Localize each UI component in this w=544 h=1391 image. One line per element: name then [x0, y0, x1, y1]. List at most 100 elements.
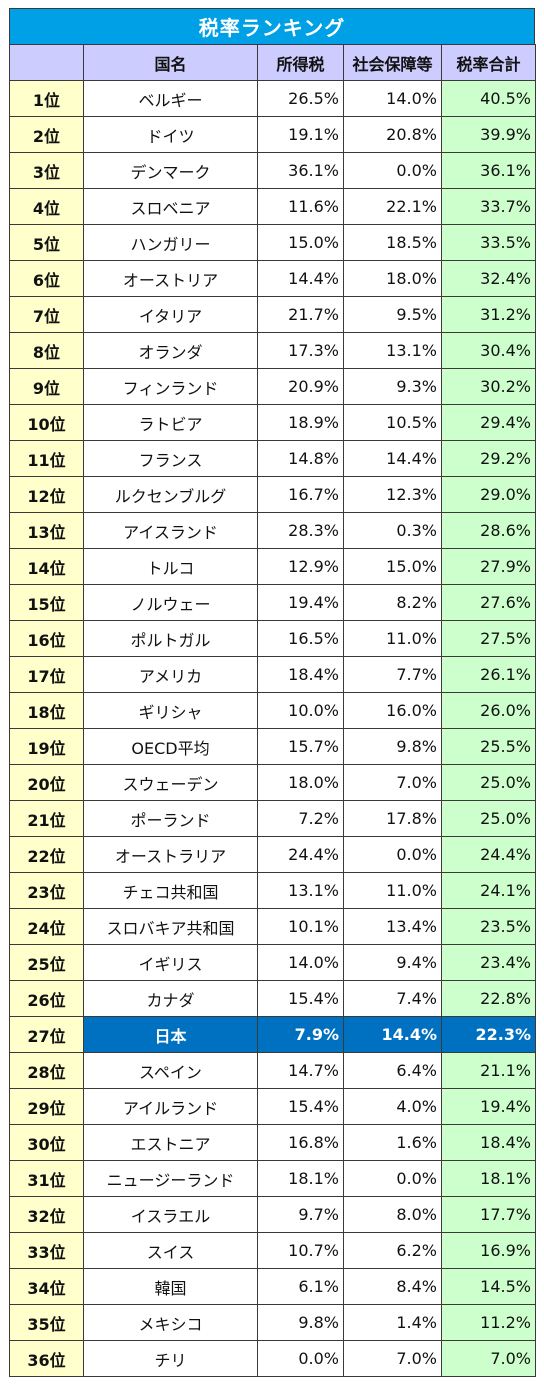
rank-cell: 13位	[9, 512, 84, 549]
total-cell: 27.6%	[441, 584, 536, 621]
rank-cell: 28位	[9, 1052, 84, 1089]
table-row: 21位 ポーランド 7.2% 17.8% 25.0%	[9, 800, 536, 837]
table-row: 31位 ニュージーランド 18.1% 0.0% 18.1%	[9, 1160, 536, 1197]
social-security-cell: 6.4%	[343, 1052, 442, 1089]
country-cell: 日本	[83, 1016, 258, 1053]
country-cell: オーストラリア	[83, 836, 258, 873]
rank-cell: 8位	[9, 332, 84, 369]
country-cell: フィンランド	[83, 368, 258, 405]
income-tax-cell: 20.9%	[257, 368, 344, 405]
income-tax-cell: 18.4%	[257, 656, 344, 693]
total-cell: 28.6%	[441, 512, 536, 549]
country-cell: ノルウェー	[83, 584, 258, 621]
rank-cell: 25位	[9, 944, 84, 981]
country-cell: アイスランド	[83, 512, 258, 549]
table-row: 16位 ポルトガル 16.5% 11.0% 27.5%	[9, 620, 536, 657]
table-row: 32位 イスラエル 9.7% 8.0% 17.7%	[9, 1196, 536, 1233]
social-security-cell: 12.3%	[343, 476, 442, 513]
social-security-cell: 18.5%	[343, 224, 442, 261]
total-cell: 22.8%	[441, 980, 536, 1017]
total-cell: 18.4%	[441, 1124, 536, 1161]
income-tax-cell: 13.1%	[257, 872, 344, 909]
total-cell: 17.7%	[441, 1196, 536, 1233]
social-security-cell: 20.8%	[343, 116, 442, 153]
income-tax-cell: 7.2%	[257, 800, 344, 837]
social-security-cell: 0.0%	[343, 1160, 442, 1197]
rank-cell: 3位	[9, 152, 84, 189]
social-security-cell: 1.4%	[343, 1304, 442, 1341]
social-security-cell: 0.0%	[343, 152, 442, 189]
rank-cell: 5位	[9, 224, 84, 261]
income-tax-cell: 11.6%	[257, 188, 344, 225]
rank-cell: 29位	[9, 1088, 84, 1125]
rank-cell: 32位	[9, 1196, 84, 1233]
total-cell: 29.0%	[441, 476, 536, 513]
income-tax-cell: 14.8%	[257, 440, 344, 477]
country-cell: カナダ	[83, 980, 258, 1017]
social-security-cell: 15.0%	[343, 548, 442, 585]
rank-cell: 11位	[9, 440, 84, 477]
country-cell: ルクセンブルグ	[83, 476, 258, 513]
rank-cell: 26位	[9, 980, 84, 1017]
country-cell: 韓国	[83, 1268, 258, 1305]
income-tax-cell: 19.4%	[257, 584, 344, 621]
social-security-cell: 14.4%	[343, 1016, 442, 1053]
total-cell: 25.5%	[441, 728, 536, 765]
table-row: 14位 トルコ 12.9% 15.0% 27.9%	[9, 548, 536, 585]
header-country: 国名	[83, 44, 258, 81]
income-tax-cell: 15.4%	[257, 1088, 344, 1125]
rank-cell: 7位	[9, 296, 84, 333]
country-cell: ドイツ	[83, 116, 258, 153]
income-tax-cell: 24.4%	[257, 836, 344, 873]
income-tax-cell: 16.5%	[257, 620, 344, 657]
social-security-cell: 4.0%	[343, 1088, 442, 1125]
income-tax-cell: 15.0%	[257, 224, 344, 261]
country-cell: フランス	[83, 440, 258, 477]
table-row: 15位 ノルウェー 19.4% 8.2% 27.6%	[9, 584, 536, 621]
total-cell: 33.7%	[441, 188, 536, 225]
country-cell: ハンガリー	[83, 224, 258, 261]
income-tax-cell: 14.0%	[257, 944, 344, 981]
table-row: 1位 ベルギー 26.5% 14.0% 40.5%	[9, 80, 536, 117]
header-rank	[9, 44, 84, 81]
country-cell: チェコ共和国	[83, 872, 258, 909]
rank-cell: 14位	[9, 548, 84, 585]
income-tax-cell: 12.9%	[257, 548, 344, 585]
country-cell: チリ	[83, 1340, 258, 1377]
table-row: 3位 デンマーク 36.1% 0.0% 36.1%	[9, 152, 536, 189]
social-security-cell: 9.8%	[343, 728, 442, 765]
social-security-cell: 9.4%	[343, 944, 442, 981]
total-cell: 24.1%	[441, 872, 536, 909]
social-security-cell: 11.0%	[343, 872, 442, 909]
social-security-cell: 14.0%	[343, 80, 442, 117]
country-cell: デンマーク	[83, 152, 258, 189]
rank-cell: 12位	[9, 476, 84, 513]
rank-cell: 6位	[9, 260, 84, 297]
country-cell: スウェーデン	[83, 764, 258, 801]
rank-cell: 2位	[9, 116, 84, 153]
country-cell: ポルトガル	[83, 620, 258, 657]
total-cell: 25.0%	[441, 764, 536, 801]
table-row: 22位 オーストラリア 24.4% 0.0% 24.4%	[9, 836, 536, 873]
income-tax-cell: 16.7%	[257, 476, 344, 513]
table-row: 17位 アメリカ 18.4% 7.7% 26.1%	[9, 656, 536, 693]
table-row: 5位 ハンガリー 15.0% 18.5% 33.5%	[9, 224, 536, 261]
social-security-cell: 9.5%	[343, 296, 442, 333]
rank-cell: 21位	[9, 800, 84, 837]
table-row: 34位 韓国 6.1% 8.4% 14.5%	[9, 1268, 536, 1305]
income-tax-cell: 10.1%	[257, 908, 344, 945]
country-cell: オーストリア	[83, 260, 258, 297]
income-tax-cell: 18.0%	[257, 764, 344, 801]
total-cell: 19.4%	[441, 1088, 536, 1125]
total-cell: 24.4%	[441, 836, 536, 873]
country-cell: OECD平均	[83, 728, 258, 765]
header-income-tax: 所得税	[257, 44, 344, 81]
income-tax-cell: 18.1%	[257, 1160, 344, 1197]
total-cell: 39.9%	[441, 116, 536, 153]
table-row: 18位 ギリシャ 10.0% 16.0% 26.0%	[9, 692, 536, 729]
social-security-cell: 7.0%	[343, 764, 442, 801]
table-row: 36位 チリ 0.0% 7.0% 7.0%	[9, 1340, 536, 1377]
table-row: 11位 フランス 14.8% 14.4% 29.2%	[9, 440, 536, 477]
country-cell: トルコ	[83, 548, 258, 585]
rank-cell: 31位	[9, 1160, 84, 1197]
